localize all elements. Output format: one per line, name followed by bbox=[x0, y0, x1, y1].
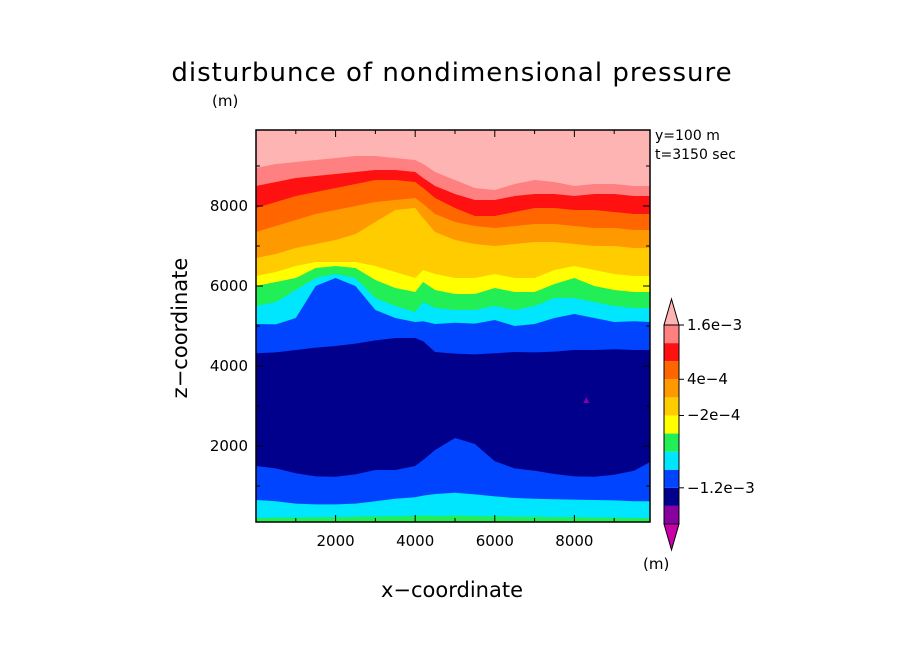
colorbar-arrow-high bbox=[663, 297, 680, 326]
colorbar-unit: (m) bbox=[643, 555, 670, 573]
plot-area bbox=[256, 130, 650, 522]
colorbar-segment bbox=[664, 325, 679, 344]
x-tick-label: 8000 bbox=[555, 532, 594, 550]
contour-feature-purple_spot bbox=[583, 397, 590, 403]
colorbar-segment bbox=[664, 379, 679, 398]
x-tick-label: 2000 bbox=[316, 532, 355, 550]
annotation-y-position: y=100 m bbox=[655, 128, 720, 144]
colorbar-label: −2e−4 bbox=[687, 406, 741, 425]
colorbar bbox=[663, 297, 684, 552]
colorbar-arrow-low bbox=[663, 523, 680, 552]
x-axis-label: x−coordinate bbox=[380, 578, 524, 602]
colorbar-segment bbox=[664, 415, 679, 434]
colorbar-segment bbox=[664, 469, 679, 488]
colorbar-segment bbox=[664, 361, 679, 380]
colorbar-segment bbox=[664, 397, 679, 416]
colorbar-label: 1.6e−3 bbox=[687, 316, 743, 334]
x-tick-label: 6000 bbox=[475, 532, 514, 550]
annotation-time: t=3150 sec bbox=[655, 147, 736, 163]
colorbar-segment bbox=[664, 451, 679, 470]
chart-title: disturbunce of nondimensional pressure bbox=[171, 58, 733, 88]
y-tick-label: 4000 bbox=[209, 357, 248, 375]
colorbar-segment bbox=[664, 343, 679, 362]
colorbar-label: −1.2e−3 bbox=[687, 478, 755, 497]
x-tick-label: 4000 bbox=[396, 532, 435, 550]
colorbar-label: 4e−4 bbox=[687, 370, 728, 389]
colorbar-segment bbox=[664, 487, 679, 506]
contour-band-pink bbox=[256, 130, 650, 190]
y-axis-unit: (m) bbox=[212, 92, 239, 110]
y-tick-label: 8000 bbox=[209, 197, 248, 215]
colorbar-segment bbox=[664, 433, 679, 452]
y-tick-label: 6000 bbox=[209, 277, 248, 295]
y-tick-label: 2000 bbox=[209, 437, 248, 455]
axes bbox=[255, 129, 651, 523]
colorbar-frame bbox=[663, 324, 680, 525]
colorbar-segment bbox=[664, 505, 679, 524]
